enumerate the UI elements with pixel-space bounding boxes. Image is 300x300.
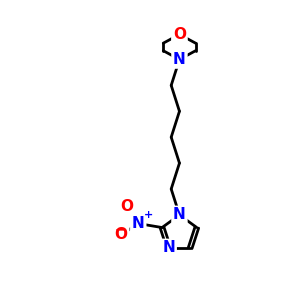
Text: O: O (115, 227, 128, 242)
Text: −: − (115, 222, 126, 236)
Text: N: N (162, 240, 175, 255)
Text: O: O (173, 27, 186, 42)
Text: O: O (121, 199, 134, 214)
Text: N: N (173, 207, 186, 222)
Text: N: N (173, 52, 186, 67)
Text: +: + (144, 210, 153, 220)
Text: N: N (132, 216, 145, 231)
